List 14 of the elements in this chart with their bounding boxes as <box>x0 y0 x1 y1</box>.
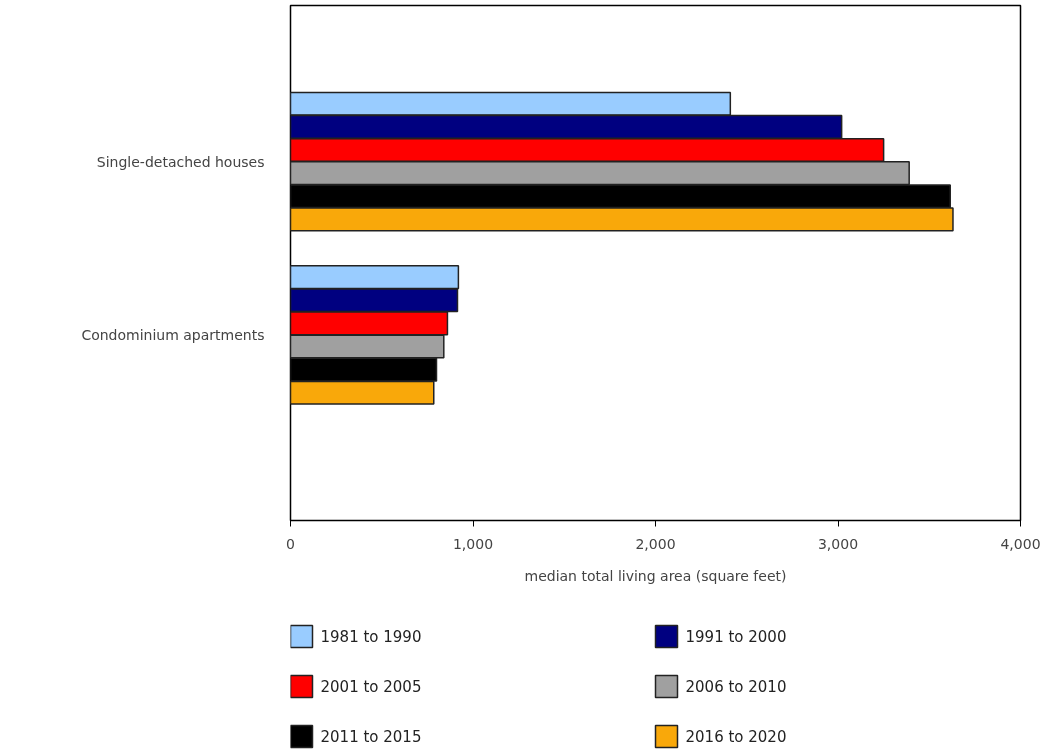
legend-label: 2011 to 2015 <box>320 727 422 746</box>
legend-label: 1991 to 2000 <box>685 627 787 646</box>
x-tick-label: 1,000 <box>452 535 494 552</box>
legend-label: 1981 to 1990 <box>320 627 422 646</box>
x-tick-label: 0 <box>286 535 295 552</box>
legend-label: 2016 to 2020 <box>685 727 787 746</box>
y-tick-label: Single-detached houses <box>96 153 265 170</box>
legend-label: 2006 to 2010 <box>685 677 787 696</box>
x-tick-label: 4,000 <box>1000 535 1041 552</box>
x-tick-label: 2,000 <box>635 535 676 552</box>
x-axis-title: median total living area (square feet) <box>524 567 787 584</box>
y-tick-label: Condominium apartments <box>81 326 265 343</box>
legend-label: 2001 to 2005 <box>320 677 422 696</box>
x-tick-label: 3,000 <box>817 535 859 552</box>
